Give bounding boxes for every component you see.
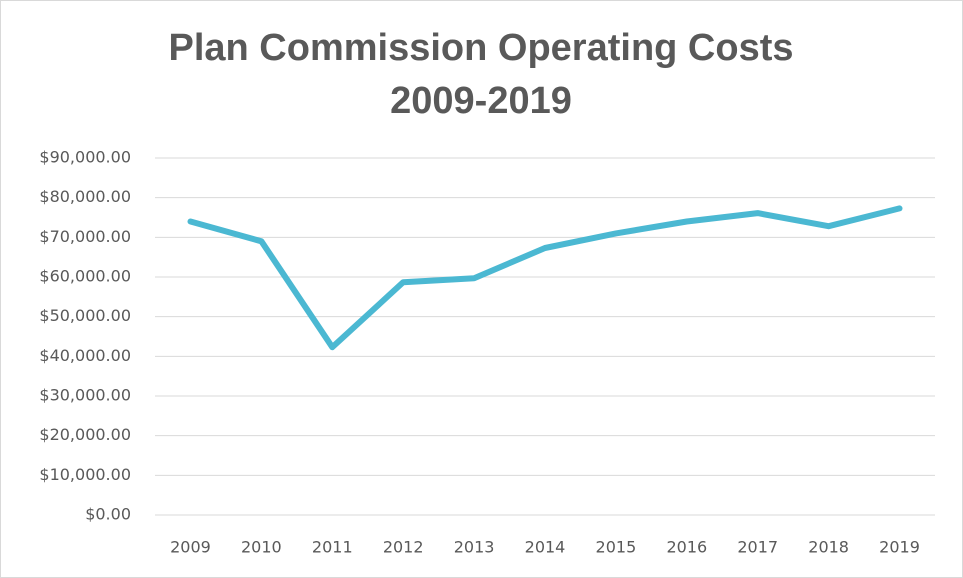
x-tick-label: 2017: [737, 538, 778, 557]
data-line: [187, 205, 903, 351]
y-tick-label: $70,000.00: [39, 227, 131, 246]
x-tick-label: 2013: [454, 538, 495, 557]
chart-title: Plan Commission Operating Costs 2009-201…: [168, 27, 794, 122]
y-tick-label: $10,000.00: [39, 465, 131, 484]
x-tick-label: 2012: [383, 538, 424, 557]
x-tick-label: 2016: [666, 538, 707, 557]
x-tick-label: 2018: [808, 538, 849, 557]
x-tick-label: 2014: [525, 538, 566, 557]
x-tick-label: 2009: [170, 538, 211, 557]
y-tick-label: $30,000.00: [39, 386, 131, 405]
x-tick-label: 2010: [241, 538, 282, 557]
y-tick-label: $90,000.00: [39, 148, 131, 167]
y-tick-label: $0.00: [85, 505, 131, 524]
y-tick-label: $60,000.00: [39, 267, 131, 286]
x-tick-label: 2015: [596, 538, 637, 557]
y-tick-label: $20,000.00: [39, 425, 131, 444]
y-tick-label: $50,000.00: [39, 306, 131, 325]
x-tick-label: 2019: [879, 538, 920, 557]
y-tick-label: $40,000.00: [39, 346, 131, 365]
y-tick-label: $80,000.00: [39, 187, 131, 206]
x-tick-label: 2011: [312, 538, 353, 557]
